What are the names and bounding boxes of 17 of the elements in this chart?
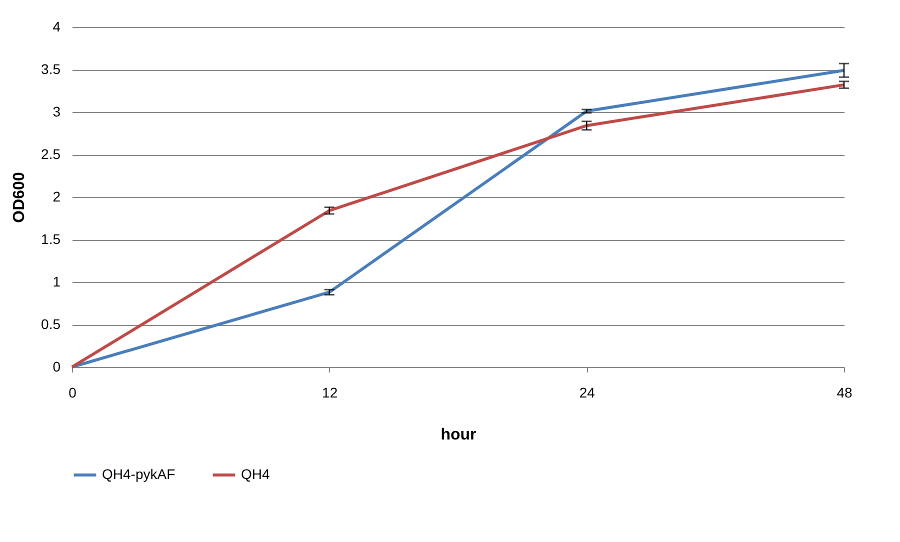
y-tick-label: 3: [52, 104, 61, 120]
y-tick-label: 0: [52, 358, 61, 374]
y-tick-label: 3.5: [41, 61, 61, 77]
y-tick-label: 2.5: [41, 146, 61, 162]
y-tick-label: 0.5: [41, 316, 61, 332]
x-tick-label: 24: [579, 384, 596, 400]
legend-label: QH4-pykAF: [102, 466, 176, 482]
legend-label: QH4: [241, 466, 270, 482]
x-tick-label: 12: [322, 384, 338, 400]
x-tick-label: 0: [68, 384, 77, 400]
x-axis-title: hour: [440, 426, 476, 444]
x-tick-label: 48: [836, 384, 852, 400]
y-axis-title: OD600: [11, 172, 28, 223]
y-tick-label: 4: [52, 18, 61, 34]
y-tick-label: 1.5: [41, 231, 61, 247]
y-tick-label: 2: [52, 188, 61, 204]
y-tick-label: 1: [52, 274, 61, 290]
